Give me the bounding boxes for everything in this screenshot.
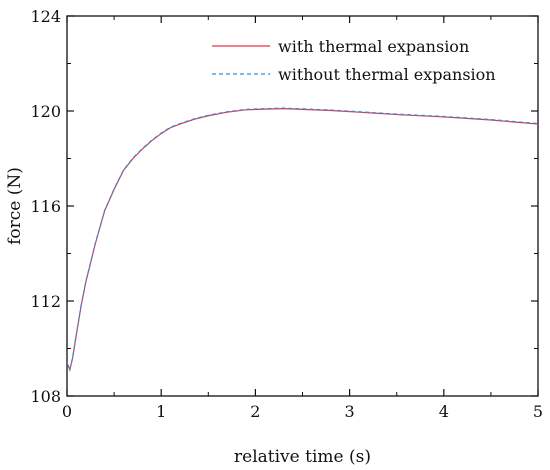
axes: 0 1 2 3 4 5 108 112 116 120 124 [30,7,543,421]
series-line-without-thermal-expansion [67,107,538,372]
legend-label: with thermal expansion [278,37,469,56]
y-tick-label: 124 [30,7,61,26]
x-axis-label: relative time (s) [234,447,371,467]
y-tick-label: 108 [30,387,61,406]
legend: with thermal expansion without thermal ex… [212,37,496,84]
legend-label: without thermal expansion [278,65,496,84]
x-tick-label: 0 [62,402,72,421]
x-tick-label: 2 [250,402,260,421]
x-tick-label: 5 [533,402,543,421]
y-tick-label: 116 [30,197,61,216]
series-lines [67,107,538,372]
x-tick-label: 1 [156,402,166,421]
y-tick-label: 112 [30,292,61,311]
y-axis-label: force (N) [5,167,25,245]
x-tick-label: 4 [439,402,449,421]
y-tick-label: 120 [30,102,61,121]
series-line-with-thermal-expansion [67,108,538,372]
x-tick-label: 3 [345,402,355,421]
